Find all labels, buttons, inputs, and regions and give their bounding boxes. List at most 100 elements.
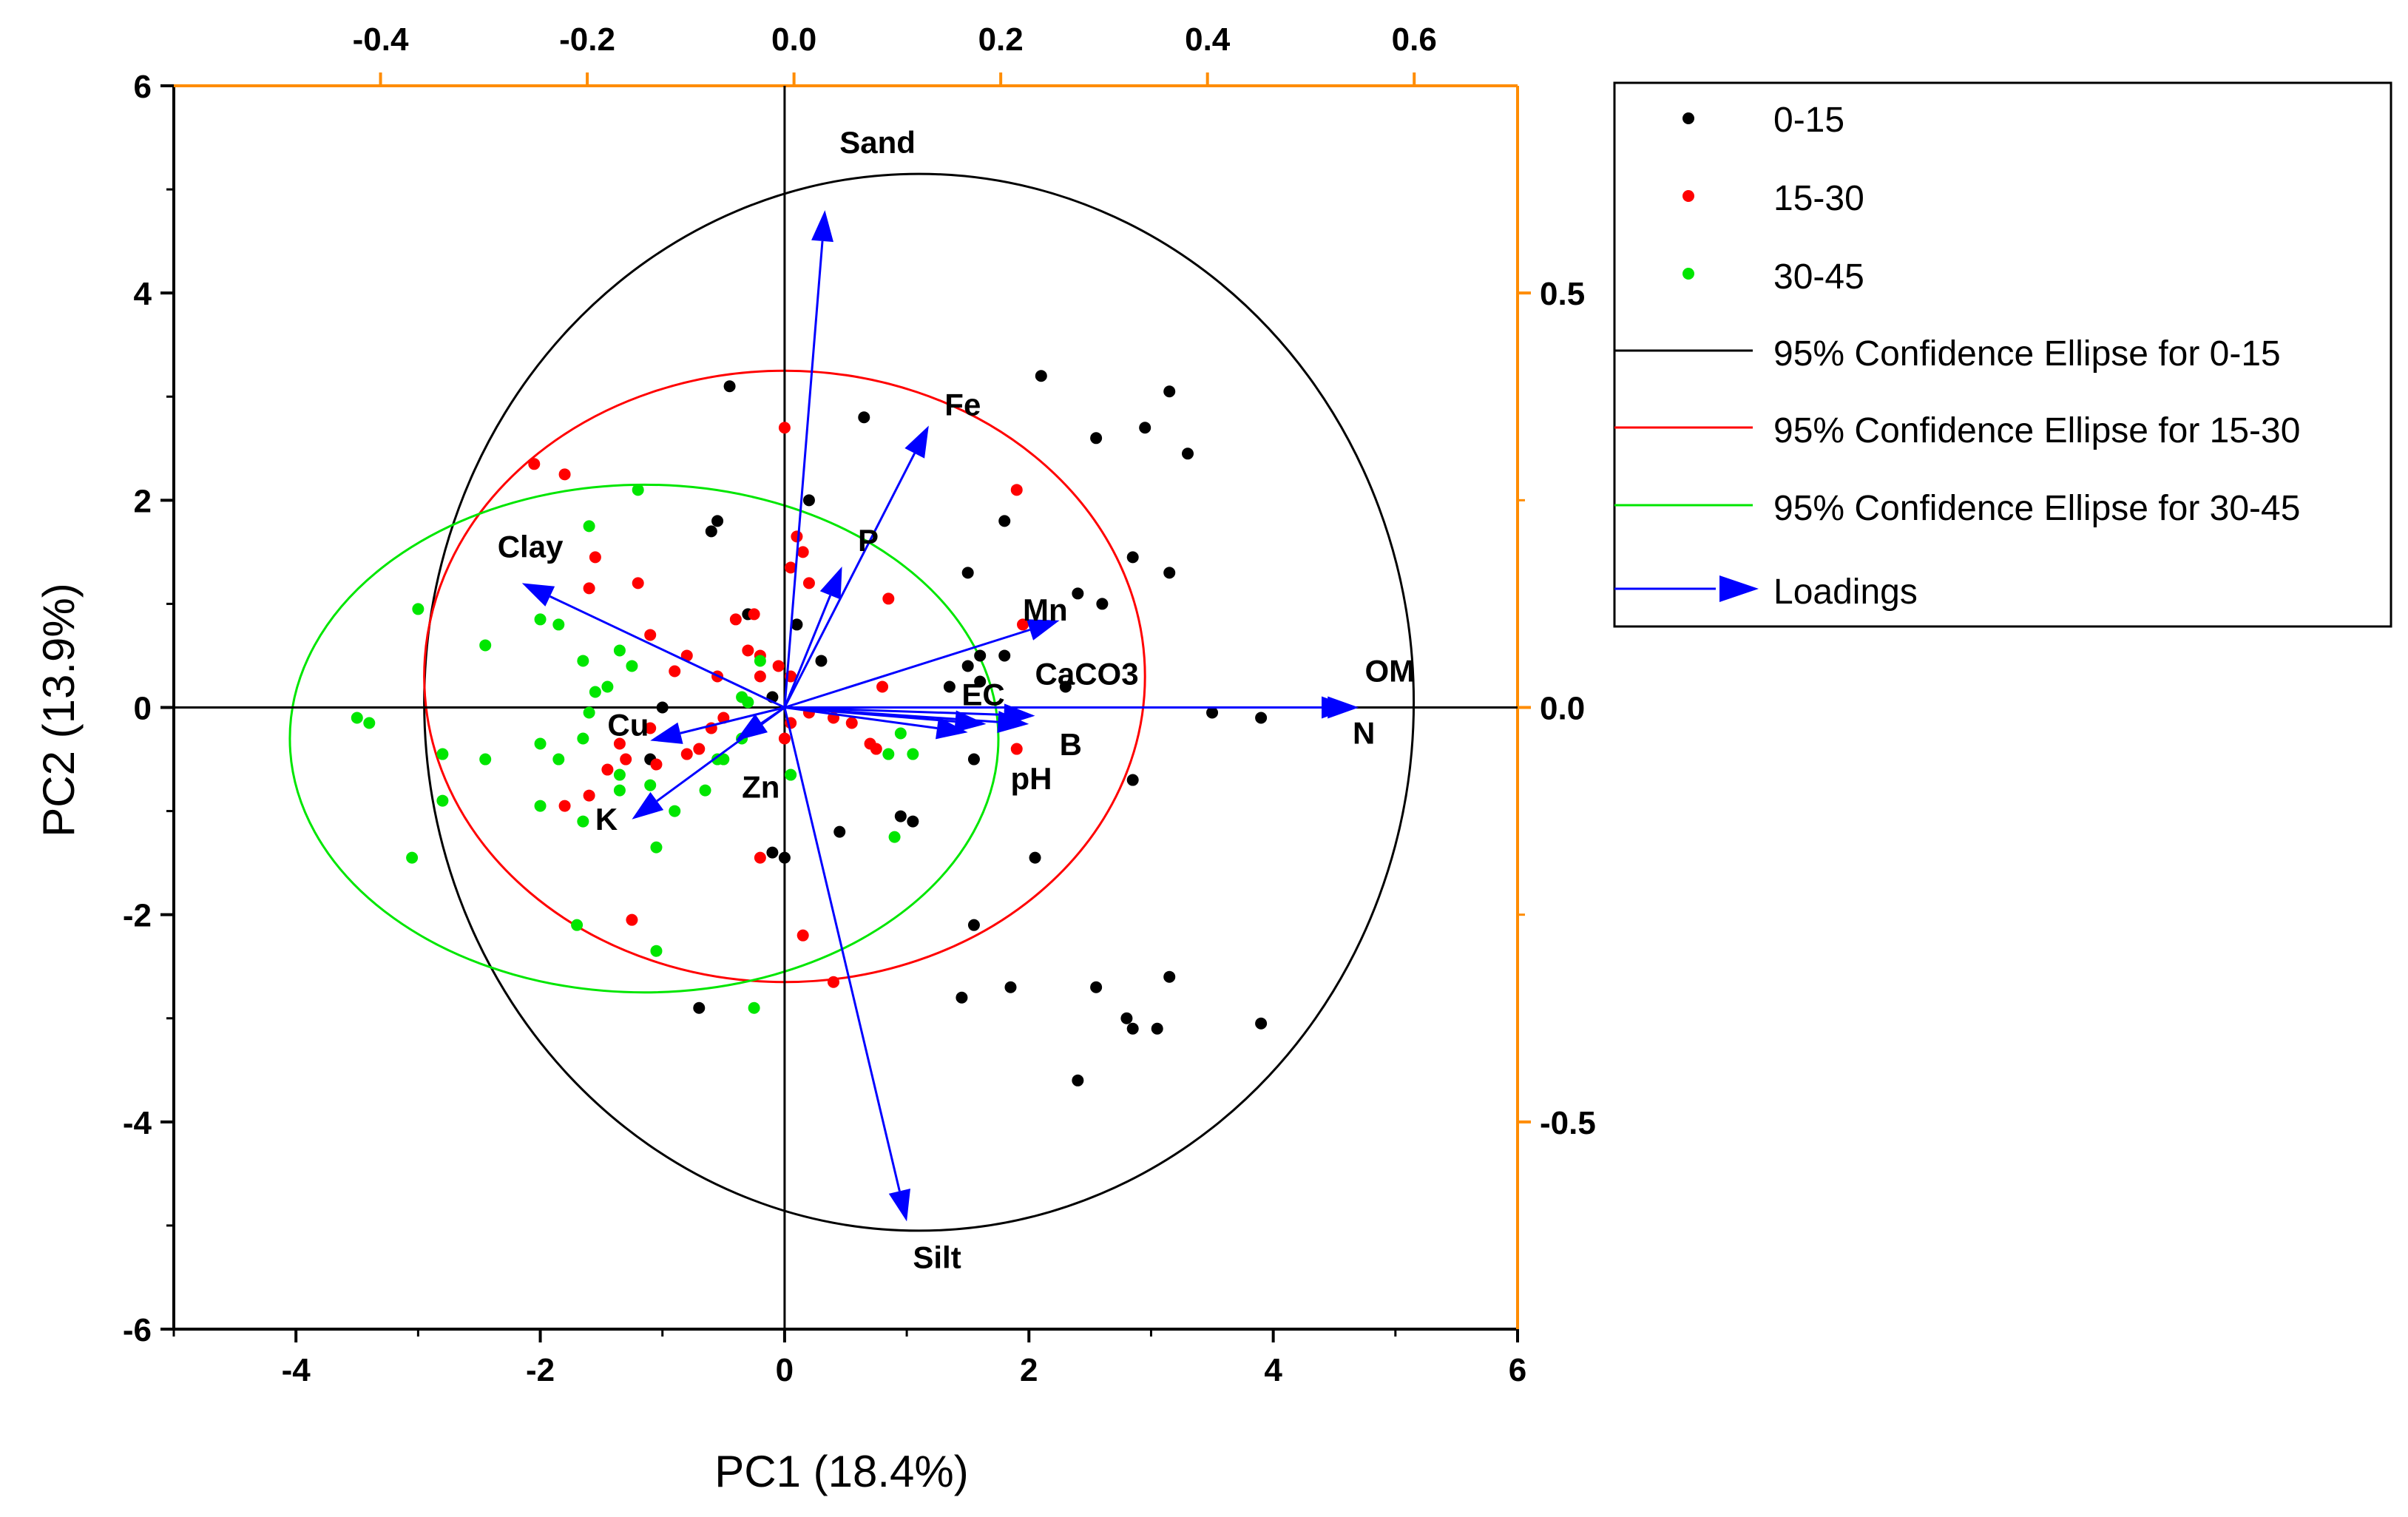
loading-arrow-silt bbox=[783, 707, 901, 1192]
point-0-15 bbox=[1151, 1022, 1163, 1035]
loading-arrow-ph bbox=[784, 706, 938, 729]
point-0-15 bbox=[705, 525, 717, 538]
loading-arrowhead-ph bbox=[936, 717, 968, 740]
y-tick-label: -6 bbox=[123, 1312, 152, 1348]
point-15-30 bbox=[772, 660, 785, 672]
loading-label-p: P bbox=[858, 523, 879, 558]
point-15-30 bbox=[1010, 484, 1023, 496]
top-tick-label: -0.4 bbox=[353, 21, 409, 58]
loading-label-n: N bbox=[1353, 716, 1375, 751]
loading-label-om: OM bbox=[1365, 653, 1416, 688]
loading-label-ec: EC bbox=[961, 678, 1004, 712]
point-15-30 bbox=[729, 613, 742, 626]
point-0-15 bbox=[656, 701, 669, 714]
point-0-15 bbox=[967, 753, 980, 766]
point-15-30 bbox=[802, 577, 815, 589]
point-0-15 bbox=[998, 649, 1011, 662]
loadings-layer: Sand Fe P Mn CaCO3 EC OM N BpH Zn Cu K Clay Silt bbox=[498, 125, 1415, 1274]
point-30-45 bbox=[351, 712, 363, 724]
x-tick-label: 4 bbox=[1264, 1352, 1282, 1388]
point-30-45 bbox=[785, 768, 797, 781]
point-30-45 bbox=[613, 644, 626, 657]
legend-marker-30-45 bbox=[1682, 268, 1694, 280]
point-15-30 bbox=[583, 789, 595, 802]
top-tick-label: 0.2 bbox=[978, 21, 1024, 58]
x-axis-title: PC1 (18.4%) bbox=[714, 1447, 968, 1496]
loading-label-k: K bbox=[595, 802, 618, 837]
y-tick-label: 6 bbox=[134, 69, 152, 105]
ellipse-30-45 bbox=[288, 483, 1000, 994]
point-0-15 bbox=[1090, 981, 1103, 993]
point-0-15 bbox=[1255, 1017, 1268, 1030]
point-15-30 bbox=[620, 753, 632, 766]
point-30-45 bbox=[552, 618, 565, 631]
point-30-45 bbox=[436, 748, 449, 760]
legend-label-15-30: 15-30 bbox=[1773, 179, 1864, 218]
point-0-15 bbox=[833, 825, 846, 838]
y-tick-label: 0 bbox=[134, 691, 152, 727]
point-0-15 bbox=[943, 680, 956, 693]
point-30-45 bbox=[534, 737, 547, 750]
y-tick-label: -4 bbox=[123, 1105, 152, 1141]
axes-layer: -4 -2 0 2 4 6 6 4 2 0 -2 -4 -6 -0.4 -0.2 0.0 0.2 0.4 0.6 0.… bbox=[123, 21, 1596, 1388]
point-0-15 bbox=[998, 515, 1011, 527]
point-0-15 bbox=[1072, 587, 1084, 600]
top-tick-label: 0.4 bbox=[1185, 21, 1231, 58]
point-0-15 bbox=[1163, 970, 1176, 983]
loading-arrowhead-p bbox=[819, 566, 842, 600]
right-tick-label: 0.5 bbox=[1540, 276, 1585, 312]
point-0-15 bbox=[1004, 981, 1017, 993]
loading-arrowhead-n bbox=[1322, 696, 1353, 719]
point-30-45 bbox=[882, 748, 895, 760]
loading-arrowhead-mn bbox=[1026, 619, 1060, 641]
point-30-45 bbox=[577, 815, 589, 828]
point-0-15 bbox=[1206, 706, 1219, 719]
point-0-15 bbox=[791, 618, 803, 631]
point-0-15 bbox=[1126, 551, 1139, 564]
ellipse-layer bbox=[288, 172, 1416, 1232]
point-15-30 bbox=[754, 851, 766, 864]
point-30-45 bbox=[534, 613, 547, 626]
point-0-15 bbox=[1035, 370, 1047, 382]
loading-label-clay: Clay bbox=[498, 529, 564, 564]
legend: 0-15 15-30 30-45 95% Confidence Ellipse … bbox=[1613, 81, 2392, 628]
point-0-15 bbox=[1096, 598, 1109, 610]
top-tick-label: 0.6 bbox=[1392, 21, 1437, 58]
y-axis-title: PC2 (13.9%) bbox=[34, 583, 84, 837]
point-15-30 bbox=[644, 722, 657, 734]
point-30-45 bbox=[583, 706, 595, 719]
point-30-45 bbox=[632, 484, 644, 496]
point-15-30 bbox=[754, 670, 766, 683]
point-30-45 bbox=[577, 655, 589, 667]
loading-arrow-sand bbox=[783, 240, 824, 708]
point-30-45 bbox=[742, 696, 754, 709]
point-30-45 bbox=[406, 851, 419, 864]
x-tick-label: 2 bbox=[1020, 1352, 1038, 1388]
y-tick-label: 4 bbox=[134, 276, 152, 312]
loading-label-ph: pH bbox=[1010, 761, 1052, 796]
point-30-45 bbox=[650, 945, 663, 957]
point-30-45 bbox=[626, 660, 638, 672]
y-tick-label: 2 bbox=[134, 483, 152, 519]
loading-arrow-k bbox=[656, 706, 785, 803]
point-30-45 bbox=[711, 753, 724, 766]
point-0-15 bbox=[1126, 1022, 1139, 1035]
point-30-45 bbox=[534, 800, 547, 812]
point-15-30 bbox=[583, 582, 595, 595]
point-0-15 bbox=[961, 567, 974, 579]
loading-arrowhead-cu bbox=[650, 722, 683, 744]
top-tick-label: 0.0 bbox=[771, 21, 816, 58]
point-30-45 bbox=[754, 655, 766, 667]
point-15-30 bbox=[785, 561, 797, 574]
point-15-30 bbox=[882, 592, 895, 605]
point-0-15 bbox=[693, 1001, 706, 1014]
point-0-15 bbox=[956, 991, 968, 1004]
point-0-15 bbox=[1126, 774, 1139, 786]
point-0-15 bbox=[1182, 447, 1194, 460]
point-0-15 bbox=[723, 380, 736, 393]
point-15-30 bbox=[870, 743, 882, 755]
point-30-45 bbox=[894, 727, 907, 740]
loading-arrowhead-fe bbox=[904, 425, 929, 459]
legend-label-loadings: Loadings bbox=[1773, 572, 1918, 612]
point-30-45 bbox=[650, 841, 663, 854]
